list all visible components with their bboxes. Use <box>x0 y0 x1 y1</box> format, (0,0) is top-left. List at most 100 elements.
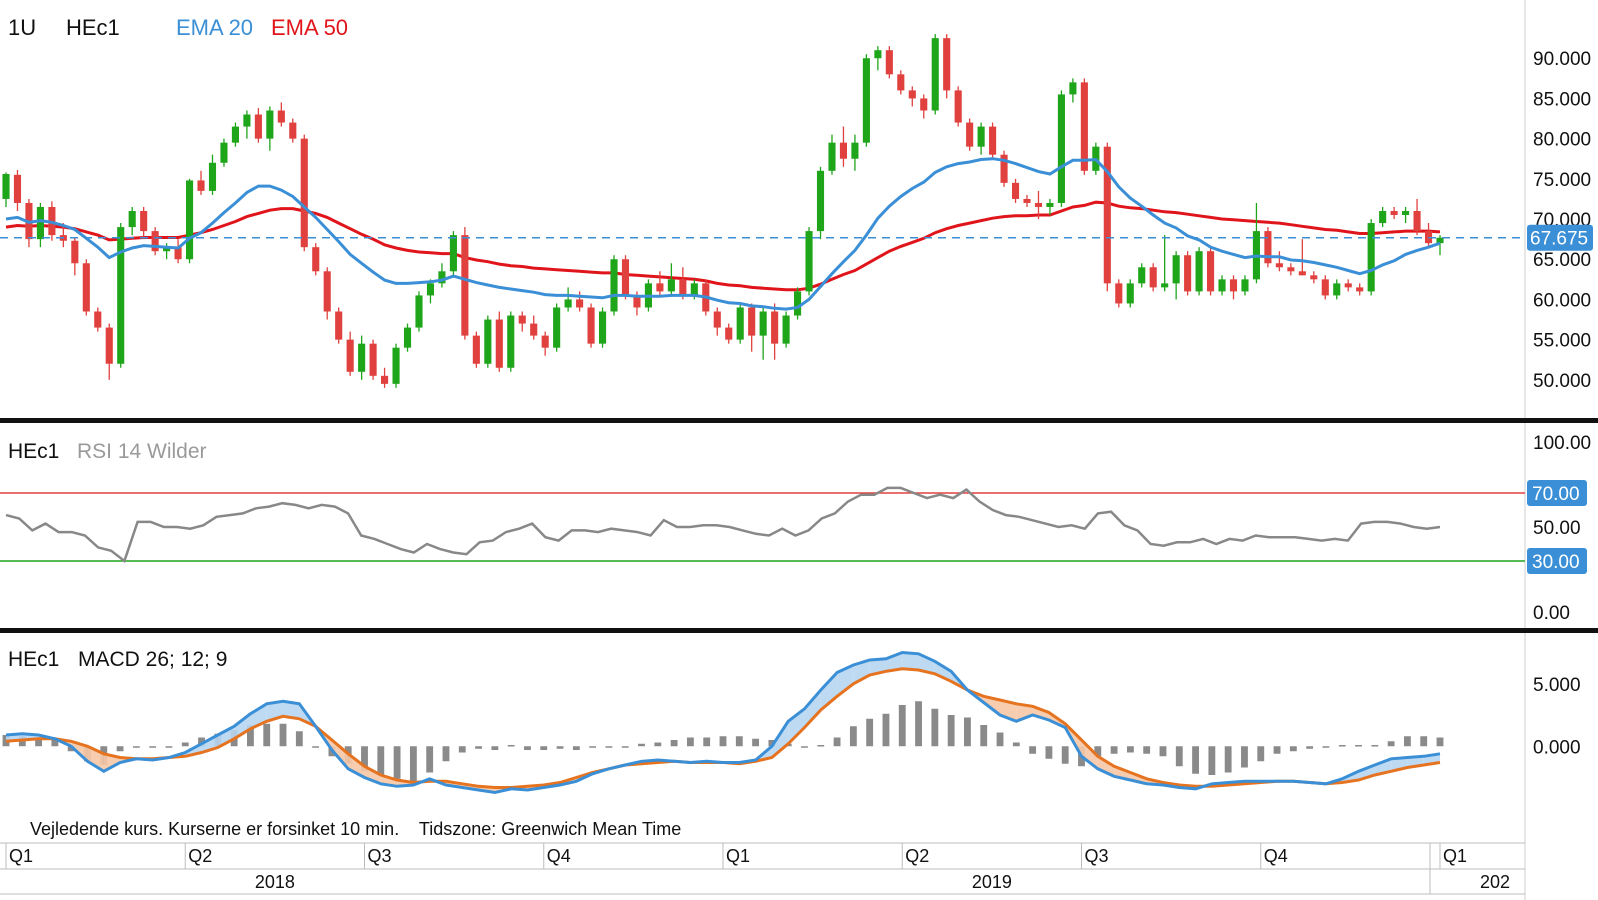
candle-down <box>82 263 90 312</box>
candle-up <box>1161 283 1169 288</box>
candle-down <box>966 122 974 147</box>
candle-up <box>163 247 171 252</box>
macd-histogram-bar <box>295 731 303 747</box>
candle-up <box>1057 94 1065 203</box>
candle-up <box>736 307 744 340</box>
candle-up <box>449 235 457 272</box>
candle-down <box>105 327 113 364</box>
macd-signal-fill <box>331 740 349 769</box>
macd-histogram-bar <box>996 732 1004 747</box>
macd-histogram-bar <box>1257 746 1265 762</box>
macd-signal-fill <box>217 726 235 748</box>
candle-up <box>667 279 675 292</box>
candle-down <box>1413 211 1421 232</box>
rsi-level-label: 30.00 <box>1532 552 1580 573</box>
candle-down <box>656 283 664 292</box>
macd-histogram-bar <box>361 746 368 772</box>
rsi-line <box>5 486 1441 564</box>
rsi-tick-label: 100.00 <box>1533 433 1591 454</box>
candle-down <box>1229 279 1238 292</box>
macd-signal-fill <box>234 713 251 739</box>
candle-down <box>943 38 951 91</box>
macd-histogram-bar <box>1110 746 1118 754</box>
ema50-legend[interactable]: EMA 50 <box>271 15 348 40</box>
macd-histogram-bar <box>132 746 140 748</box>
macd-histogram-bar <box>1126 746 1134 753</box>
candle-down <box>174 247 182 260</box>
macd-histogram-bar <box>1436 737 1444 747</box>
ema20-line <box>5 157 1441 311</box>
macd-histogram-bar <box>263 723 271 747</box>
macd-signal-fill <box>885 652 903 672</box>
rsi-symbol-label: HEc1 <box>8 440 59 463</box>
candle-up <box>392 347 400 384</box>
macd-histogram-bar <box>605 746 613 748</box>
candle-down <box>587 307 595 344</box>
price-tick-label: 50.000 <box>1533 371 1591 392</box>
candle-down <box>576 299 584 308</box>
macd-histogram-bar <box>524 746 531 750</box>
candle-up <box>358 343 366 372</box>
macd-histogram-bar <box>198 737 205 747</box>
macd-histogram-bar <box>1241 746 1248 768</box>
candlestick-series <box>2 34 1444 388</box>
interval-label[interactable]: 1U <box>8 15 36 40</box>
candle-down <box>71 240 79 264</box>
macd-signal-fill <box>1032 706 1049 720</box>
candle-down <box>748 307 756 336</box>
quarter-label: Q4 <box>547 846 571 866</box>
macd-histogram-bar <box>116 746 124 752</box>
candle-down <box>771 311 779 344</box>
candle-down <box>920 98 928 111</box>
candle-down <box>1080 82 1088 171</box>
candle-up <box>1436 237 1444 244</box>
price-y-axis: 90.00085.00080.00075.00070.00065.00060.0… <box>1533 49 1591 392</box>
candle-down <box>1298 271 1306 276</box>
macd-histogram-bar <box>165 746 173 748</box>
candle-up <box>1172 255 1180 284</box>
price-tick-label: 65.000 <box>1533 250 1591 271</box>
ema20-series <box>5 157 1441 311</box>
macd-histogram-bar <box>801 746 808 748</box>
candle-down <box>1207 251 1215 292</box>
candle-down <box>335 311 343 340</box>
macd-histogram-bar <box>670 740 678 747</box>
ema20-legend[interactable]: EMA 20 <box>176 15 253 40</box>
candle-up <box>1046 202 1054 207</box>
rsi-tick-label: 0.00 <box>1533 603 1570 624</box>
quarter-label: Q1 <box>726 846 750 866</box>
macd-panel: 5.000 0.000 <box>2 650 1581 795</box>
candle-up <box>1069 82 1077 95</box>
candle-down <box>472 335 480 364</box>
macd-histogram-bar <box>556 746 564 749</box>
macd-indicator-label[interactable]: MACD 26; 12; 9 <box>78 648 227 671</box>
candle-up <box>828 142 836 171</box>
macd-symbol-label: HEc1 <box>8 648 59 671</box>
candle-up <box>1402 211 1410 216</box>
candle-up <box>403 327 412 348</box>
candle-up <box>931 38 939 111</box>
candle-down <box>197 180 205 191</box>
quarter-label: Q3 <box>1085 846 1109 866</box>
rsi-indicator-label[interactable]: RSI 14 Wilder <box>77 440 207 463</box>
candle-down <box>461 235 469 336</box>
candle-down <box>323 271 331 312</box>
macd-signal-fill <box>902 652 919 670</box>
candle-down <box>989 126 997 155</box>
macd-histogram-bar <box>1029 746 1037 754</box>
candle-up <box>610 259 618 312</box>
year-label: 202 <box>1480 872 1510 892</box>
macd-histogram-bar <box>1355 745 1362 747</box>
candle-up <box>36 206 44 240</box>
candle-up <box>805 231 813 292</box>
candle-up <box>231 126 239 143</box>
quarter-label: Q2 <box>188 846 212 866</box>
symbol-label[interactable]: HEc1 <box>66 15 120 40</box>
macd-signal-fill <box>1358 765 1375 780</box>
quarter-label: Q2 <box>905 846 929 866</box>
macd-histogram-bar <box>1192 746 1199 774</box>
candle-down <box>1344 283 1352 288</box>
price-tick-label: 55.000 <box>1533 331 1591 352</box>
